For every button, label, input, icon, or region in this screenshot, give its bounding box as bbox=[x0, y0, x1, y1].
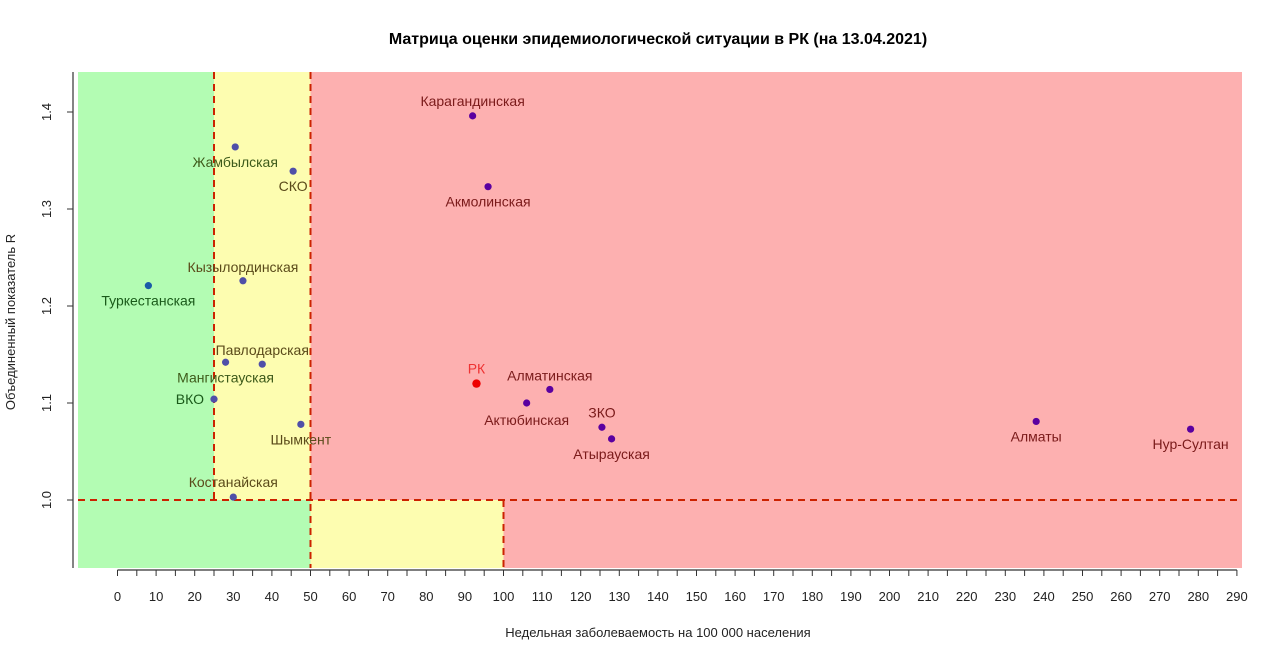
point-label: Костанайская bbox=[189, 474, 278, 490]
point-label: Алматинская bbox=[507, 367, 592, 383]
data-point bbox=[229, 493, 237, 501]
x-tick-label: 250 bbox=[1072, 589, 1094, 604]
x-tick-label: 160 bbox=[724, 589, 746, 604]
x-tick-label: 20 bbox=[187, 589, 201, 604]
data-point bbox=[239, 277, 247, 285]
point-label: Кызылординская bbox=[188, 259, 299, 275]
x-tick-label: 10 bbox=[149, 589, 163, 604]
zone-green-lower bbox=[78, 500, 311, 568]
point-label: РК bbox=[468, 361, 486, 377]
y-tick-label: 1.0 bbox=[39, 491, 54, 509]
y-tick-label: 1.3 bbox=[39, 200, 54, 218]
data-point bbox=[469, 112, 477, 120]
x-tick-label: 40 bbox=[265, 589, 279, 604]
data-point bbox=[546, 385, 554, 394]
point-label: Мангистауская bbox=[177, 369, 274, 385]
x-tick-label: 170 bbox=[763, 589, 785, 604]
x-tick-label: 230 bbox=[994, 589, 1016, 604]
x-tick-label: 180 bbox=[801, 589, 823, 604]
x-tick-label: 290 bbox=[1226, 589, 1248, 604]
zone-yellow-lower bbox=[310, 500, 504, 568]
axes: 0 10 20 30 40 50 60 70 80 90 100 110 120 130 140 150 160… bbox=[39, 72, 1248, 604]
x-tick-label: 260 bbox=[1110, 589, 1132, 604]
data-point bbox=[1032, 417, 1040, 426]
point-label: Актюбинская bbox=[484, 412, 569, 428]
data-point bbox=[607, 435, 616, 443]
x-tick-label: 60 bbox=[342, 589, 356, 604]
x-tick-label: 70 bbox=[380, 589, 394, 604]
x-tick-label: 50 bbox=[303, 589, 317, 604]
y-axis-label: Объединенный показатель R bbox=[3, 234, 18, 410]
data-point bbox=[598, 423, 606, 431]
x-axis-label: Недельная заболеваемость на 100 000 насе… bbox=[505, 625, 810, 640]
point-label: Шымкент bbox=[270, 431, 331, 447]
zone-backgrounds bbox=[78, 72, 1242, 568]
point-label: Акмолинская bbox=[446, 194, 531, 210]
point-label: ЗКО bbox=[588, 404, 615, 420]
y-tick-label: 1.1 bbox=[39, 394, 54, 412]
point-label: Павлодарская bbox=[216, 342, 309, 358]
data-point bbox=[258, 360, 266, 368]
point-label: Карагандинская bbox=[420, 93, 524, 109]
point-label: Туркестанская bbox=[101, 293, 195, 309]
x-tick-label: 210 bbox=[917, 589, 939, 604]
data-point bbox=[210, 395, 218, 403]
data-point bbox=[472, 379, 481, 388]
y-tick-label: 1.4 bbox=[39, 103, 54, 121]
data-point bbox=[144, 282, 152, 290]
data-point bbox=[289, 167, 297, 175]
x-tick-label: 190 bbox=[840, 589, 862, 604]
threshold-lines bbox=[78, 72, 1242, 568]
x-tick-label: 270 bbox=[1149, 589, 1171, 604]
point-label: Атырауская bbox=[573, 446, 650, 462]
data-point bbox=[484, 183, 492, 191]
point-label: СКО bbox=[279, 178, 308, 194]
data-point bbox=[231, 143, 239, 151]
data-point bbox=[297, 420, 305, 428]
data-points bbox=[144, 112, 1195, 501]
x-tick-label: 0 bbox=[114, 589, 121, 604]
data-point bbox=[221, 358, 230, 366]
x-tick-label: 150 bbox=[686, 589, 708, 604]
x-tick-label: 240 bbox=[1033, 589, 1055, 604]
point-label: ВКО bbox=[176, 391, 204, 407]
point-label: Алматы bbox=[1011, 428, 1062, 444]
x-tick-label: 120 bbox=[570, 589, 592, 604]
x-tick-label: 280 bbox=[1187, 589, 1209, 604]
point-label: Нур-Султан bbox=[1153, 436, 1229, 452]
data-point bbox=[1186, 425, 1195, 433]
data-point bbox=[523, 399, 531, 407]
zone-yellow-upper bbox=[214, 72, 311, 500]
x-tick-label: 90 bbox=[458, 589, 472, 604]
zone-red-upper bbox=[310, 72, 1242, 500]
x-tick-label: 220 bbox=[956, 589, 978, 604]
x-tick-label: 130 bbox=[608, 589, 630, 604]
x-tick-label: 200 bbox=[879, 589, 901, 604]
y-tick-label: 1.2 bbox=[39, 297, 54, 315]
x-tick-label: 110 bbox=[532, 589, 553, 604]
zone-red-lower bbox=[503, 500, 1242, 568]
x-tick-label: 30 bbox=[226, 589, 240, 604]
x-tick-label: 140 bbox=[647, 589, 669, 604]
chart-title: Матрица оценки эпидемиологической ситуац… bbox=[389, 31, 927, 48]
x-tick-label: 80 bbox=[419, 589, 433, 604]
x-tick-label: 100 bbox=[493, 589, 515, 604]
point-label: Жамбылская bbox=[193, 154, 278, 170]
